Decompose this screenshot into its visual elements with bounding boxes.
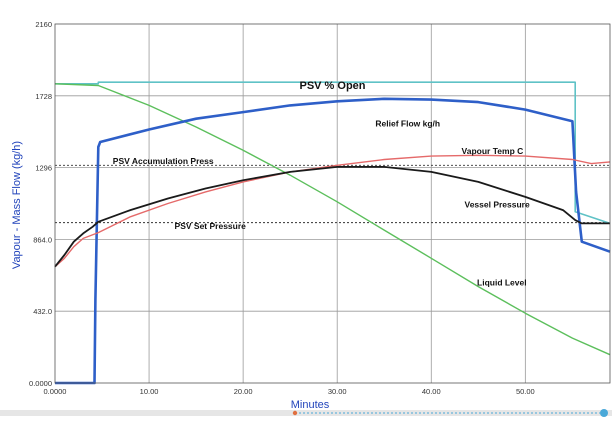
x-tick-label: 50.00 — [516, 387, 535, 396]
annotation-relief-flow-kg-h: Relief Flow kg/h — [375, 119, 440, 129]
scrollbar-handle-right[interactable] — [600, 409, 608, 417]
y-tick-label: 1296 — [35, 164, 52, 173]
plot-border — [54, 23, 611, 384]
axis-layer: 0.0000 10.00 20.00 30.00 40.00 50.00 0.0000 432… — [29, 20, 611, 396]
y-tick-label: 1728 — [35, 92, 52, 101]
y-tick-label: 864.0 — [33, 235, 52, 244]
series-layer — [54, 81, 611, 385]
scrollbar-track[interactable] — [0, 410, 612, 416]
series-line-relief-flow-kg-h — [55, 97, 611, 385]
y-tick-label: 0.0000 — [29, 379, 52, 388]
y-axis-title: Vapour - Mass Flow (kg/h) — [11, 141, 23, 269]
annotation-vessel-pressure: Vessel Pressure — [465, 199, 530, 209]
x-tick-label: 40.00 — [422, 387, 441, 396]
scrollbar-layer — [0, 409, 612, 417]
annotation-psv-accumulation-press: PSV Accumulation Press — [113, 156, 214, 166]
plot-area — [55, 24, 610, 383]
y-tick-label: 2160 — [35, 20, 52, 29]
annotation-liquid-level: Liquid Level — [477, 277, 527, 287]
annotation-layer: PSV % Open Relief Flow kg/h Vapour Temp C P… — [113, 80, 530, 288]
x-tick-label: 10.00 — [140, 387, 159, 396]
annotation-psv-open: PSV % Open — [299, 80, 365, 92]
annotation-psv-set-pressure: PSV Set Pressure — [175, 221, 247, 231]
series-line-liquid-level — [54, 83, 611, 356]
x-tick-label: 30.00 — [328, 387, 347, 396]
series-line-vessel-pressure — [54, 165, 610, 268]
plot-area-layer — [55, 24, 610, 383]
x-tick-label: 0.0000 — [44, 387, 67, 396]
series-line-psv-open — [55, 81, 611, 225]
annotation-vapour-temp-c: Vapour Temp C — [462, 146, 524, 156]
scrollbar-handle-left[interactable] — [292, 410, 298, 416]
y-tick-label: 432.0 — [33, 307, 52, 316]
x-tick-label: 20.00 — [234, 387, 253, 396]
x-axis-title: Minutes — [291, 399, 330, 411]
